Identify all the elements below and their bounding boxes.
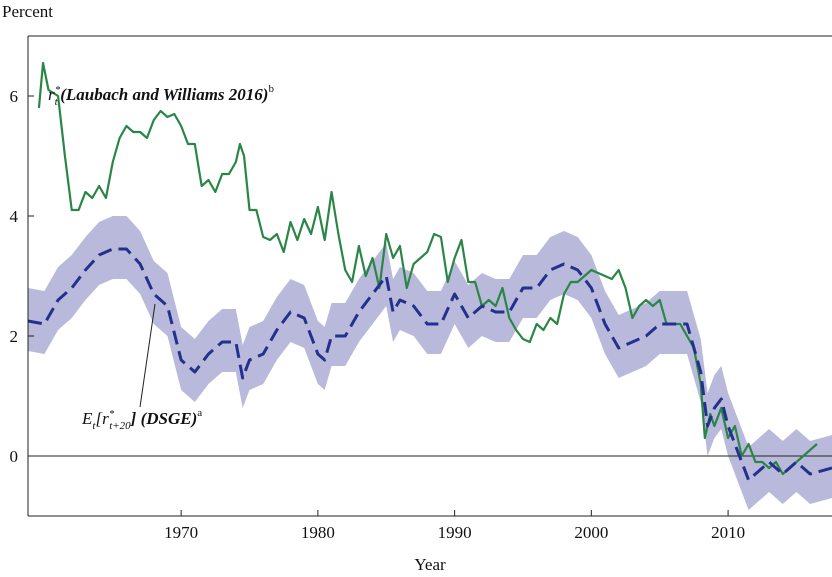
- y-tick-label: 4: [10, 207, 19, 226]
- y-tick-label: 0: [10, 447, 19, 466]
- annotation-part: (Laubach and Williams 2016): [60, 85, 268, 104]
- x-tick-label: 2000: [574, 523, 608, 542]
- x-tick-label: 2010: [711, 523, 745, 542]
- annotation-part: r: [48, 85, 55, 104]
- x-tick-label: 1980: [301, 523, 335, 542]
- leader-line: [139, 303, 156, 408]
- annotation: Et[r* t+20] (DSGE)a: [81, 407, 202, 432]
- annotation-part: *: [55, 84, 61, 96]
- annotation-part: t: [92, 420, 96, 432]
- annotation-part: a: [197, 407, 202, 419]
- annotation-part: [r: [95, 409, 109, 428]
- series-line: [27, 247, 832, 482]
- annotation: rt*(Laubach and Williams 2016)b: [48, 83, 274, 108]
- annotation-part: *: [109, 408, 115, 420]
- x-tick-label: 1970: [164, 523, 198, 542]
- annotation-part: E: [81, 409, 93, 428]
- annotation-part: t+20: [109, 420, 131, 432]
- annotation-part: b: [268, 83, 274, 95]
- annotation-part: ] (DSGE): [130, 409, 198, 428]
- annotation-part: t: [55, 96, 59, 108]
- y-axis-label: Percent: [2, 2, 53, 21]
- y-tick-label: 6: [10, 87, 19, 106]
- x-axis-label: Year: [414, 555, 446, 574]
- plot-area: [27, 61, 832, 510]
- x-tick-label: 1990: [438, 523, 472, 542]
- y-tick-label: 2: [10, 327, 19, 346]
- confidence-band: [28, 216, 832, 510]
